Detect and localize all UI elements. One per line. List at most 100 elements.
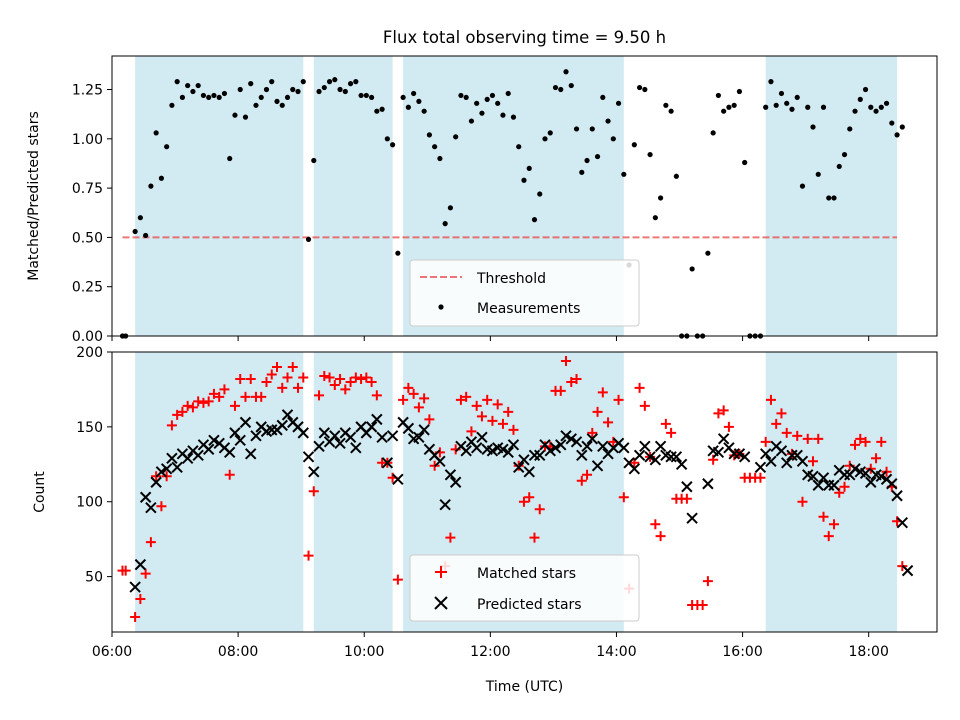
matched-star-point: [781, 427, 792, 438]
measurement-point: [505, 90, 511, 97]
y-tick-label: 0.25: [72, 280, 103, 296]
measurement-point: [400, 94, 406, 101]
predicted-star-point: [250, 430, 262, 442]
matched-star-point: [597, 387, 608, 398]
measurement-point: [442, 221, 448, 227]
measurement-point: [158, 175, 164, 181]
matched-star-point: [329, 379, 340, 390]
predicted-star-point: [597, 440, 609, 453]
matched-star-point: [403, 382, 414, 393]
matched-star-point: [408, 388, 419, 399]
predicted-star-point: [534, 449, 546, 462]
measurement-point: [474, 100, 480, 106]
matched-star-point: [871, 453, 882, 464]
measurement-point: [390, 142, 396, 148]
matched-star-point: [172, 409, 183, 420]
measurement-point: [642, 86, 648, 93]
measurement-point: [206, 94, 212, 101]
matched-star-point: [261, 376, 272, 387]
legend-matched-label: Matched stars: [477, 566, 576, 582]
predicted-star-point: [849, 463, 861, 475]
matched-star-point: [145, 537, 156, 548]
top-y-axis-label: Matched/Predicted stars: [26, 111, 42, 281]
matched-star-point: [319, 370, 330, 381]
matched-star-point: [860, 436, 871, 447]
matched-star-point: [829, 519, 840, 530]
predicted-star-point: [502, 446, 514, 459]
matched-star-point: [287, 361, 298, 372]
matched-star-point: [818, 511, 829, 522]
measurement-point: [227, 155, 233, 162]
predicted-star-point: [413, 431, 425, 444]
matched-star-point: [524, 492, 535, 503]
predicted-star-point: [145, 502, 157, 514]
predicted-star-point: [192, 449, 204, 462]
x-tick-label: 18:00: [849, 644, 889, 660]
measurement-point: [889, 120, 895, 126]
measurement-point: [826, 195, 832, 201]
matched-star-point: [203, 396, 214, 407]
predicted-star-point: [449, 476, 462, 488]
predicted-star-point: [155, 466, 168, 478]
measurement-point: [216, 94, 222, 101]
matched-star-point: [850, 439, 861, 450]
matched-star-point: [587, 427, 598, 438]
predicted-star-point: [476, 431, 488, 444]
legend-threshold-label: Threshold: [476, 271, 546, 287]
predicted-star-point: [812, 479, 824, 491]
y-tick-label: 0.75: [72, 181, 103, 197]
matched-star-point: [555, 385, 566, 396]
bottom-y-ticks: 50 100 150 200: [76, 345, 112, 586]
predicted-star-point: [549, 442, 562, 454]
matched-star-point: [182, 400, 193, 411]
bottom-legend: Matched stars Predicted stars: [409, 554, 640, 622]
measurement-point: [742, 159, 748, 166]
predicted-star-point: [166, 452, 178, 465]
matched-star-point: [335, 373, 346, 384]
measurement-point: [652, 215, 658, 221]
predicted-star-point: [402, 422, 415, 435]
predicted-star-point: [134, 558, 147, 571]
predicted-star-point: [202, 443, 215, 456]
measurement-point: [799, 183, 806, 189]
measurement-point: [421, 108, 427, 114]
predicted-star-point: [654, 440, 667, 453]
measurement-point: [137, 215, 143, 221]
predicted-star-point: [386, 430, 399, 442]
matched-star-point: [697, 600, 708, 611]
matched-star-point: [513, 460, 524, 471]
measurement-point: [132, 228, 138, 235]
x-tick-label: 08:00: [218, 644, 258, 660]
measurement-point: [736, 88, 743, 95]
measurement-point: [510, 114, 517, 120]
measurement-point: [195, 82, 201, 89]
predicted-star-point: [738, 451, 751, 463]
matched-star-point: [813, 433, 824, 444]
matched-star-point: [256, 391, 267, 402]
predicted-star-point: [628, 463, 641, 475]
matched-star-point: [366, 376, 377, 387]
measurement-point: [363, 92, 369, 99]
predicted-star-point: [733, 448, 746, 460]
predicted-star-point: [234, 434, 246, 447]
bottom-legend-box: [409, 554, 640, 622]
predicted-star-point: [160, 463, 173, 475]
measurement-point: [636, 84, 643, 91]
x-tick-label: 12:00: [470, 644, 510, 660]
predicted-star-point: [318, 427, 331, 439]
predicted-star-point: [239, 416, 252, 429]
predicted-star-point: [781, 457, 793, 469]
predicted-star-point: [129, 581, 141, 593]
predicted-star-point: [686, 512, 698, 524]
measurement-point: [589, 126, 595, 132]
measurement-point: [279, 102, 285, 108]
measurement-point: [379, 106, 385, 112]
matched-star-point: [497, 418, 508, 429]
predicted-star-point: [523, 466, 535, 478]
measurement-point: [537, 191, 543, 197]
predicted-star-point: [891, 490, 903, 502]
y-tick-label: 150: [76, 420, 103, 436]
predicted-star-point: [350, 442, 362, 454]
measurement-point: [689, 266, 695, 272]
